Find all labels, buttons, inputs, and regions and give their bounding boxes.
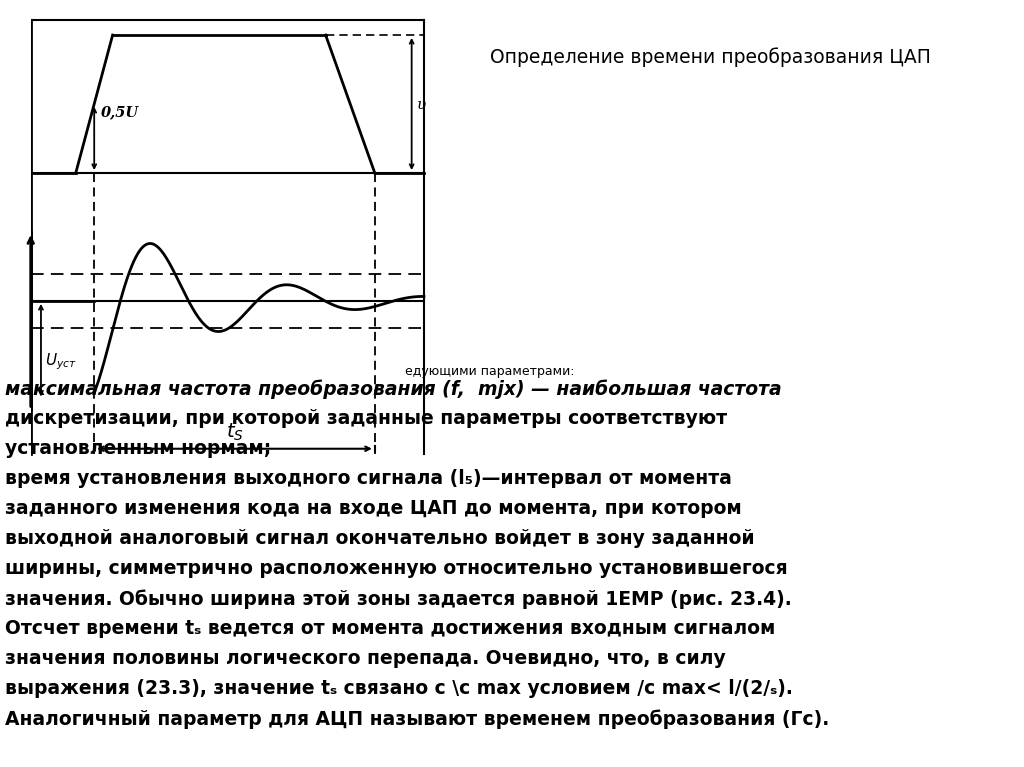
Text: $t_S$: $t_S$ [225, 422, 244, 443]
Text: $U_{уст}$: $U_{уст}$ [45, 351, 77, 372]
Text: значения половины логического перепада. Очевидно, что, в силу: значения половины логического перепада. … [5, 649, 726, 668]
Text: едующими параметрами:: едующими параметрами: [406, 365, 574, 378]
Text: максимальная частота преобразования (f,  mjx) — наибольшая частота: максимальная частота преобразования (f, … [5, 379, 781, 399]
Text: Определение времени преобразования ЦАП: Определение времени преобразования ЦАП [490, 47, 931, 67]
Text: значения. Обычно ширина этой зоны задается равной 1ЕМР (рис. 23.4).: значения. Обычно ширина этой зоны задает… [5, 589, 792, 608]
Text: выражения (23.3), значение tₛ связано с \c max условием /c max< l/(2/ₛ).: выражения (23.3), значение tₛ связано с … [5, 679, 793, 698]
Text: Отсчет времени tₛ ведется от момента достижения входным сигналом: Отсчет времени tₛ ведется от момента дос… [5, 619, 775, 638]
Text: Аналогичный параметр для АЦП называют временем преобразования (Гс).: Аналогичный параметр для АЦП называют вр… [5, 709, 829, 729]
Text: заданного изменения кода на входе ЦАП до момента, при котором: заданного изменения кода на входе ЦАП до… [5, 499, 741, 518]
Text: υ: υ [417, 98, 426, 112]
Text: ширины, симметрично расположенную относительно установившегося: ширины, симметрично расположенную относи… [5, 559, 787, 578]
Text: дискретизации, при которой заданные параметры соответствуют: дискретизации, при которой заданные пара… [5, 409, 727, 428]
Text: время установления выходного сигнала (l₅)—интервал от момента: время установления выходного сигнала (l₅… [5, 469, 732, 488]
Text: установленным нормам;: установленным нормам; [5, 439, 271, 458]
Text: выходной аналоговый сигнал окончательно войдет в зону заданной: выходной аналоговый сигнал окончательно … [5, 529, 755, 548]
Text: 0,5U: 0,5U [100, 105, 138, 120]
